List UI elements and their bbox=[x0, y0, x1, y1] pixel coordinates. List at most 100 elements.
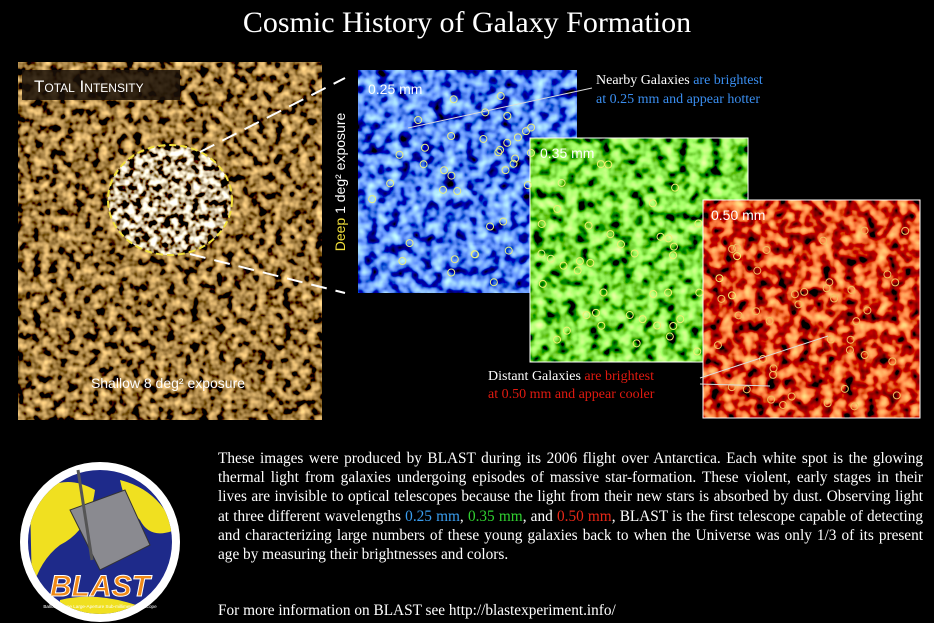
source-circle bbox=[727, 291, 736, 300]
source-circle bbox=[901, 226, 910, 235]
source-circle bbox=[656, 232, 665, 241]
source-circle bbox=[439, 185, 448, 194]
source-circle bbox=[728, 244, 737, 253]
source-circle bbox=[575, 257, 584, 266]
zoom-line bbox=[189, 253, 346, 294]
source-circle bbox=[765, 316, 774, 325]
label-box bbox=[22, 70, 180, 100]
source-circle bbox=[800, 287, 809, 296]
panel-label: 0.50 mm bbox=[711, 207, 765, 223]
title: Cosmic History of Galaxy Formation bbox=[243, 6, 691, 39]
source-circle bbox=[604, 160, 613, 169]
source-circle bbox=[779, 400, 788, 409]
pointer-line bbox=[699, 335, 829, 379]
source-circle bbox=[501, 166, 510, 175]
logo-name: BLAST bbox=[50, 570, 153, 603]
panel-border bbox=[702, 199, 921, 419]
source-circle bbox=[496, 92, 505, 101]
source-circle bbox=[845, 346, 854, 355]
source-circle bbox=[863, 306, 872, 315]
source-circle bbox=[669, 242, 678, 251]
source-circle bbox=[752, 307, 761, 316]
source-circle bbox=[419, 160, 428, 169]
source-circle bbox=[669, 251, 678, 260]
source-circle bbox=[449, 95, 458, 104]
source-circle bbox=[447, 171, 456, 180]
source-circle bbox=[695, 288, 704, 297]
overview-caption: Shallow 8 deg² exposure bbox=[91, 375, 245, 391]
source-circle bbox=[447, 268, 456, 277]
nearby-line2: at 0.25 mm and appear hotter bbox=[596, 92, 760, 107]
deep-ellipse bbox=[107, 144, 233, 256]
deep-label: Deep 1 deg² exposure bbox=[332, 113, 348, 252]
source-circle bbox=[790, 290, 799, 299]
deep-word: Deep bbox=[332, 218, 348, 252]
source-circle bbox=[513, 133, 522, 142]
source-circle bbox=[597, 321, 606, 330]
source-circle bbox=[553, 335, 562, 344]
nearby-line1: are brightest bbox=[693, 73, 763, 88]
source-circle bbox=[499, 217, 508, 226]
source-circle bbox=[847, 285, 856, 294]
distant-note: Distant Galaxies are brightest bbox=[488, 369, 654, 384]
source-circle bbox=[398, 257, 407, 266]
source-circle bbox=[819, 236, 828, 245]
source-circle bbox=[727, 383, 736, 392]
deep-rest: 1 deg² exposure bbox=[332, 113, 348, 214]
source-circle bbox=[830, 294, 839, 303]
source-circle bbox=[762, 245, 771, 254]
pointer-line bbox=[407, 87, 593, 129]
continent bbox=[120, 480, 172, 534]
source-circle bbox=[599, 288, 608, 297]
source-circle bbox=[852, 317, 861, 326]
source-circle bbox=[553, 204, 562, 213]
source-circle bbox=[664, 288, 673, 297]
panel-label: 0.25 mm bbox=[368, 81, 422, 97]
source-circle bbox=[840, 384, 849, 393]
source-circle bbox=[527, 123, 536, 132]
source-circle bbox=[420, 143, 429, 152]
distant-line2: at 0.50 mm and appear cooler bbox=[488, 387, 655, 402]
source-circle bbox=[523, 181, 532, 190]
source-circle bbox=[715, 274, 724, 283]
source-circle bbox=[486, 222, 495, 231]
source-circle bbox=[504, 246, 513, 255]
source-circle bbox=[794, 300, 803, 309]
source-circle bbox=[671, 183, 680, 192]
wavelength: 0.50 mm bbox=[556, 507, 612, 525]
source-circle bbox=[693, 347, 702, 356]
source-circle bbox=[386, 179, 395, 188]
source-circle bbox=[471, 250, 480, 259]
source-circle bbox=[573, 266, 582, 275]
description: These images were produced by BLAST duri… bbox=[218, 449, 923, 564]
more-info: For more information on BLAST see http:/… bbox=[218, 602, 616, 619]
source-circle bbox=[453, 187, 462, 196]
source-circle bbox=[368, 195, 377, 204]
source-circle bbox=[414, 115, 423, 124]
source-circle bbox=[503, 138, 512, 147]
source-circle bbox=[584, 221, 593, 230]
source-circle bbox=[494, 148, 503, 157]
source-circle bbox=[503, 111, 512, 120]
source-circle bbox=[649, 289, 658, 298]
source-circle bbox=[616, 240, 625, 249]
source-circle bbox=[823, 399, 832, 408]
wavelength: 0.25 mm bbox=[405, 507, 460, 525]
source-circle bbox=[648, 199, 657, 208]
source-circle bbox=[447, 131, 456, 140]
pointer-line bbox=[699, 383, 771, 387]
source-circle bbox=[888, 357, 897, 366]
source-circle bbox=[860, 351, 869, 360]
source-circle bbox=[664, 234, 673, 243]
zoom-line bbox=[199, 77, 346, 153]
source-circle bbox=[440, 166, 449, 175]
source-circle bbox=[537, 219, 546, 228]
source-circle bbox=[591, 308, 600, 317]
source-circle bbox=[559, 261, 568, 270]
source-circle bbox=[787, 392, 796, 401]
source-circle bbox=[769, 364, 778, 373]
text: These images were produced by BLAST duri… bbox=[218, 450, 923, 525]
source-circle bbox=[713, 341, 722, 350]
source-circle bbox=[669, 321, 678, 330]
